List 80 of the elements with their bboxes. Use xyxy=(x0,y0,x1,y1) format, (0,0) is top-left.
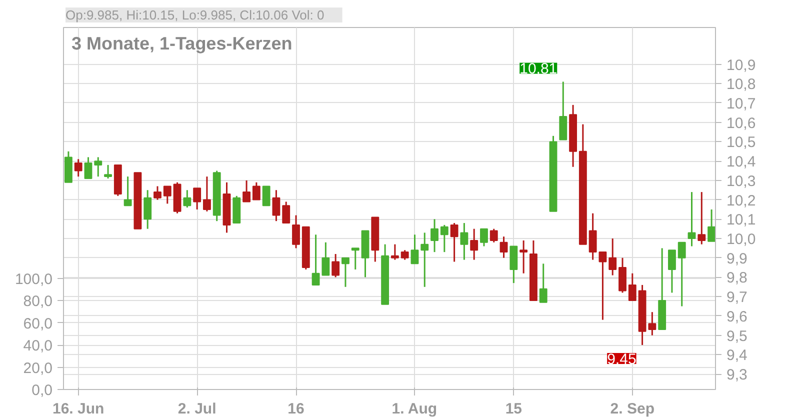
x-tick-label: 1. Aug xyxy=(392,400,438,418)
candlestick xyxy=(242,180,250,202)
candlestick xyxy=(342,257,350,288)
y-tick-label: 10,4 xyxy=(726,154,756,171)
y2-tick-label: 80,0 xyxy=(23,293,53,310)
y-tick-label: 10,9 xyxy=(726,56,756,74)
candlestick xyxy=(618,257,626,294)
candlestick xyxy=(520,240,528,274)
text: Op:9.985, Hi:10.15, Lo:9.985, Cl:10.06 Vol: 0 xyxy=(66,8,324,22)
candlestick xyxy=(598,251,607,321)
candlestick xyxy=(628,272,636,302)
candlestick xyxy=(252,182,260,201)
y2-tick-label: 20,0 xyxy=(23,360,53,377)
candlestick xyxy=(510,246,518,284)
candlestick xyxy=(430,218,438,253)
y-tick-label: 9,3 xyxy=(726,366,748,384)
candlestick xyxy=(420,232,429,288)
y2-tick-label: 0,0 xyxy=(32,382,53,399)
candlestick xyxy=(688,191,696,247)
y-tick-label: 9,7 xyxy=(726,289,748,306)
candlestick xyxy=(351,247,360,270)
candlestick xyxy=(282,200,290,224)
y-tick-label: 9,5 xyxy=(726,328,748,345)
candlestick xyxy=(74,158,82,178)
candlestick xyxy=(202,176,211,212)
candlestick xyxy=(648,311,656,336)
y-tick-label: 9,6 xyxy=(726,308,748,326)
y2-tick-label: 100,0 xyxy=(14,270,53,288)
candlestick xyxy=(698,191,706,246)
y2-tick-label: 60,0 xyxy=(23,315,53,332)
y-tick-label: 10,0 xyxy=(726,231,756,248)
candlestick xyxy=(668,249,676,294)
annotation: 9,45 xyxy=(607,350,636,368)
y-tick-label: 10,7 xyxy=(726,95,756,112)
annotation: 10,81 xyxy=(520,60,558,78)
x-tick-label: 16 xyxy=(288,400,304,418)
candlestick xyxy=(183,189,192,208)
x-tick-label: 15 xyxy=(505,400,522,418)
y-tick-label: 10,5 xyxy=(726,134,756,152)
candlestick xyxy=(559,80,568,141)
candlestick xyxy=(588,212,597,261)
candlestick xyxy=(104,164,112,180)
candlestick xyxy=(262,186,270,206)
y-tick-label: 10,2 xyxy=(726,192,756,210)
candlestick xyxy=(460,222,468,261)
y-tick-label: 10,3 xyxy=(726,172,756,190)
candlestick xyxy=(440,224,448,253)
x-tick-label: 2. Sep xyxy=(610,400,654,418)
y-tick-label: 10,8 xyxy=(726,76,756,94)
candlestick xyxy=(490,228,498,244)
y-tick-label: 10,1 xyxy=(726,212,756,229)
candlestick xyxy=(84,156,92,180)
x-tick-label: 2. Jul xyxy=(178,400,216,418)
chart-title: 3 Monate, 1-Tages-Kerzen xyxy=(72,34,292,54)
candlestick xyxy=(539,262,548,304)
candlestick xyxy=(450,222,458,262)
candlestick xyxy=(193,187,202,210)
x-tick-label: 16. Jun xyxy=(52,400,104,418)
candlestick xyxy=(400,249,409,261)
y-tick-label: 9,8 xyxy=(726,270,748,287)
candlestick xyxy=(163,185,172,204)
candlestick xyxy=(292,214,300,249)
candlestick xyxy=(124,176,132,206)
candlestick xyxy=(470,228,478,261)
candlestick xyxy=(708,208,716,242)
y-tick-label: 9,4 xyxy=(726,347,748,364)
candlestick xyxy=(94,156,102,178)
candlestick xyxy=(608,238,617,276)
y-tick-label: 9,9 xyxy=(726,250,748,268)
candlestick xyxy=(144,189,152,230)
candlestick xyxy=(272,189,280,222)
y-tick-label: 10,6 xyxy=(726,114,756,132)
candlestick xyxy=(390,244,399,261)
candlestick xyxy=(410,234,419,264)
candlestick xyxy=(154,185,162,201)
candlestick xyxy=(332,253,340,278)
candlestick xyxy=(678,242,686,308)
candlestick xyxy=(500,236,508,259)
candlestick xyxy=(480,228,488,247)
y2-tick-label: 40,0 xyxy=(23,338,53,355)
